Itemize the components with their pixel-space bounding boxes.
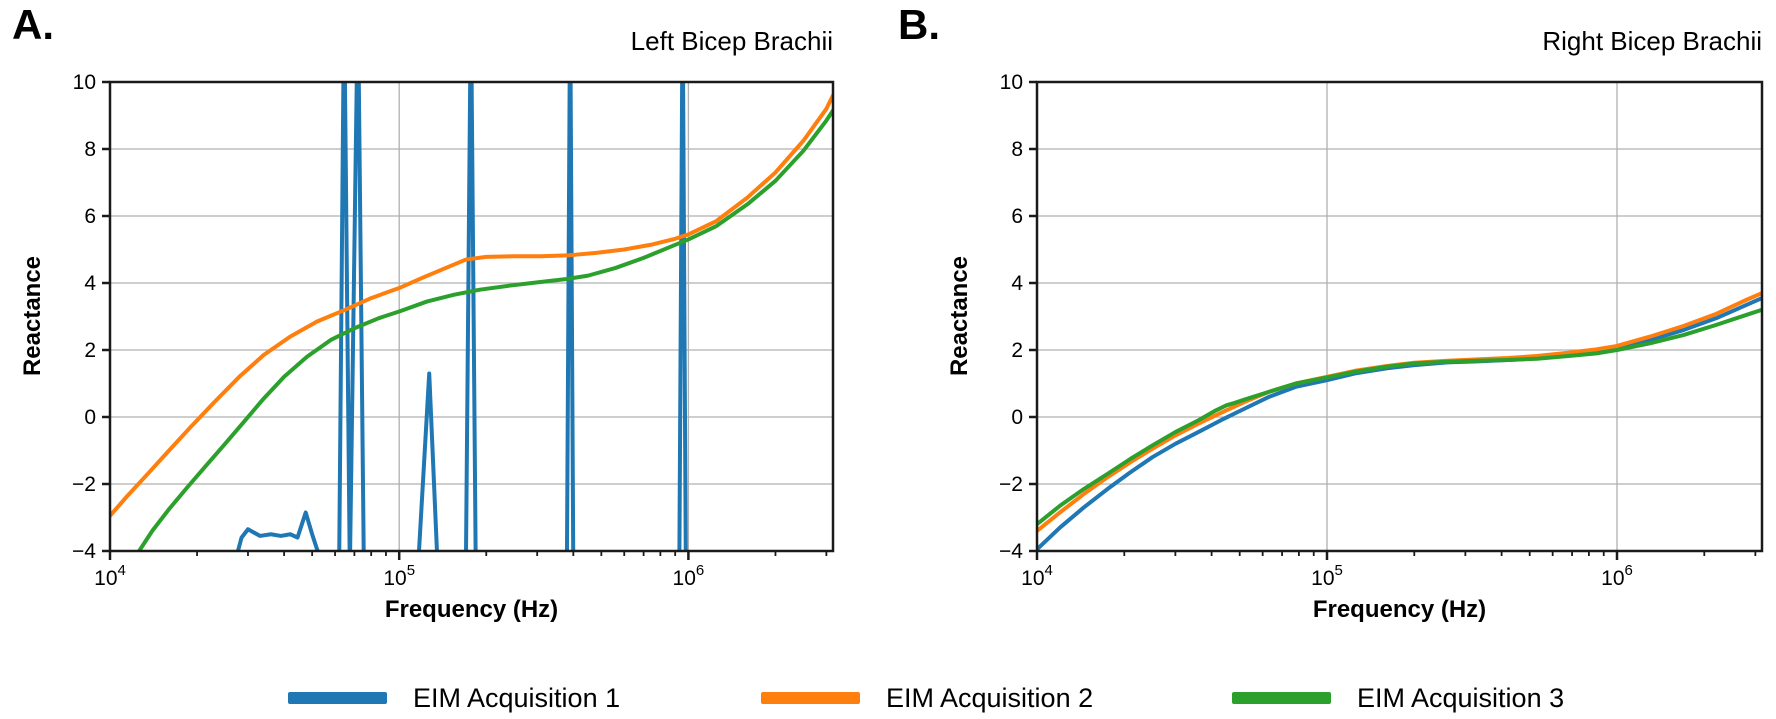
x-tick-label: 104 bbox=[1021, 562, 1053, 590]
y-tick-label: 2 bbox=[1011, 339, 1023, 362]
left-y-axis-label: Reactance bbox=[19, 255, 46, 377]
right-y-axis-label: Reactance bbox=[946, 255, 973, 377]
panel-b-letter: B. bbox=[898, 1, 940, 48]
ticks bbox=[102, 80, 690, 560]
right-plot-title: Right Bicep Brachii bbox=[1542, 26, 1762, 56]
series-group bbox=[1037, 291, 1762, 551]
y-tick-label: −4 bbox=[72, 540, 96, 563]
y-tick-label: 10 bbox=[1000, 71, 1023, 94]
series-eim-acquisition-3 bbox=[136, 108, 833, 551]
legend-label: EIM Acquisition 3 bbox=[1357, 682, 1565, 713]
y-tick-label: 8 bbox=[1011, 138, 1023, 161]
right-x-axis-label: Frequency (Hz) bbox=[1312, 596, 1487, 623]
y-tick-label: −4 bbox=[999, 540, 1023, 563]
y-tick-label: 6 bbox=[84, 205, 96, 228]
y-tick-label: 2 bbox=[84, 339, 96, 362]
y-tick-label: 4 bbox=[1011, 272, 1023, 295]
ticks bbox=[1029, 80, 1619, 560]
legend-label: EIM Acquisition 1 bbox=[413, 682, 621, 713]
x-tick-label: 106 bbox=[673, 562, 705, 590]
series-eim-acquisition-3 bbox=[1037, 307, 1762, 527]
legend-item-acquisition-3: EIM Acquisition 3 bbox=[1232, 682, 1564, 714]
left-x-axis-label: Frequency (Hz) bbox=[384, 596, 559, 623]
x-tick-label: 106 bbox=[1601, 562, 1633, 590]
y-tick-label: 0 bbox=[1011, 406, 1023, 429]
axes-spines bbox=[108, 80, 835, 553]
y-tick-label: −2 bbox=[999, 473, 1023, 496]
y-tick-label: −2 bbox=[72, 473, 96, 496]
x-tick-label: 105 bbox=[383, 562, 415, 590]
y-tick-label: 8 bbox=[84, 138, 96, 161]
legend-swatch-green bbox=[1232, 692, 1331, 704]
y-tick-label: 6 bbox=[1011, 205, 1023, 228]
left-plot-title: Left Bicep Brachii bbox=[630, 26, 833, 56]
legend-swatch-blue bbox=[288, 692, 387, 704]
series-eim-acquisition-1 bbox=[235, 82, 688, 551]
series-eim-acquisition-2 bbox=[110, 93, 833, 518]
legend-swatch-orange bbox=[761, 692, 860, 704]
x-tick-label: 105 bbox=[1311, 562, 1343, 590]
legend-item-acquisition-1: EIM Acquisition 1 bbox=[288, 682, 620, 714]
panel-a-letter: A. bbox=[12, 1, 54, 48]
y-tick-label: 0 bbox=[84, 406, 96, 429]
y-tick-label: 10 bbox=[73, 71, 96, 94]
x-tick-label: 104 bbox=[94, 562, 126, 590]
y-tick-label: 4 bbox=[84, 272, 96, 295]
legend-label: EIM Acquisition 2 bbox=[886, 682, 1094, 713]
axes-spines bbox=[1035, 80, 1764, 553]
series-group bbox=[110, 82, 833, 551]
legend-item-acquisition-2: EIM Acquisition 2 bbox=[761, 682, 1093, 714]
